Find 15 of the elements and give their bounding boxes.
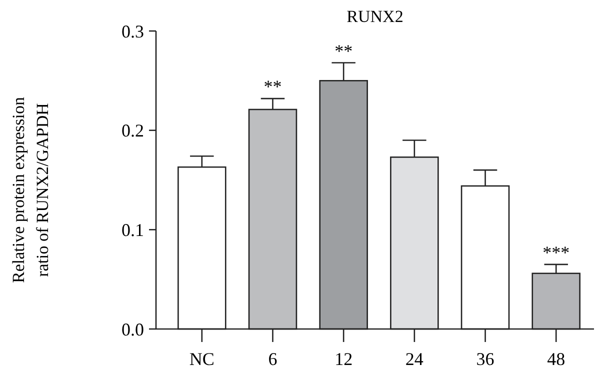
annotation: **: [334, 40, 353, 61]
x-tick-label: 6: [268, 349, 278, 369]
chart-title: RUNX2: [346, 7, 404, 26]
x-tick-label: NC: [189, 349, 214, 369]
x-tick-label: 36: [476, 349, 494, 369]
annotation: ***: [542, 242, 570, 262]
x-tick-label: 48: [547, 349, 566, 369]
x-tick-label: 24: [405, 349, 424, 369]
y-tick-label: 0.1: [122, 220, 144, 240]
y-axis-title: Relative protein expression ratio of RUNX2/GAPDH: [9, 96, 52, 284]
y-tick-label: 0.0: [122, 319, 144, 340]
annotation: **: [264, 76, 282, 97]
y-tick-label: 0.2: [122, 120, 144, 141]
y-tick-label: 0.3: [122, 21, 144, 42]
x-tick-label: 12: [334, 349, 353, 369]
